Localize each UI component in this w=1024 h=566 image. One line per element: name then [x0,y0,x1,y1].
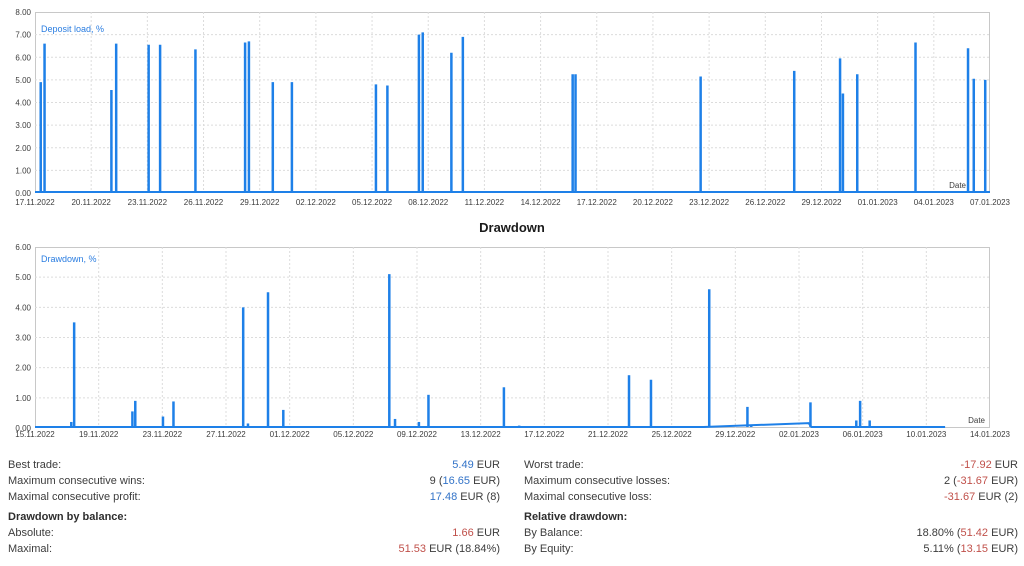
y-axis-tick-label: 7.00 [15,31,31,40]
x-axis-tick-label: 23.11.2022 [143,430,183,439]
stat-label: By Balance: [524,527,583,539]
x-axis-tick-label: 26.11.2022 [184,198,224,207]
stat-row: Maximal consecutive profit: 17.48 EUR (8) [8,491,500,507]
x-axis-tick-label: 17.12.2022 [524,430,565,439]
x-axis-tick-label: 20.11.2022 [71,198,111,207]
drawdown-chart: 15.11.2022 19.11.2022 23.11.2022 27.11.2022… [15,243,1011,439]
y-axis-tick-label: 0.00 [15,424,31,433]
x-axis-tick-label: 02.01.2023 [779,430,820,439]
stat-value: 51.53 EUR (18.84%) [398,543,500,555]
chart-legend-label: Drawdown, % [41,254,97,264]
x-axis-tick-label: 04.01.2023 [914,198,955,207]
y-axis-tick-label: 5.00 [15,273,31,282]
stat-label: By Equity: [524,543,574,555]
stat-row: Maximal consecutive loss: -31.67 EUR (2) [524,491,1018,507]
y-axis-tick-label: 8.00 [15,8,31,17]
x-axis-tick-label: 17.12.2022 [577,198,618,207]
stat-label: Maximal consecutive profit: [8,491,141,503]
stat-row: By Equity: 5.11% (13.15 EUR) [524,543,1018,559]
x-axis-tick-label: 09.12.2022 [397,430,438,439]
date-axis-label: Date [949,181,966,190]
x-axis-tick-label: 14.01.2023 [970,430,1011,439]
x-axis-tick-label: 15.11.2022 [15,430,55,439]
stat-label: Best trade: [8,459,62,471]
stat-section-header-row: Relative drawdown: [524,511,1018,527]
x-axis-tick-label: 23.12.2022 [689,198,730,207]
x-axis-tick-label: 13.12.2022 [461,430,502,439]
x-axis-tick-label: 29.12.2022 [801,198,842,207]
x-axis-tick-label: 21.12.2022 [588,430,629,439]
x-axis-tick-label: 27.11.2022 [206,430,246,439]
y-axis-tick-label: 4.00 [15,99,31,108]
stat-section-header: Relative drawdown: [524,511,628,523]
x-axis-tick-label: 20.12.2022 [633,198,674,207]
y-axis-tick-label: 4.00 [15,303,31,312]
x-axis-tick-label: 05.12.2022 [333,430,374,439]
x-axis-tick-label: 02.12.2022 [296,198,337,207]
x-axis-tick-label: 10.01.2023 [906,430,947,439]
stat-label: Maximum consecutive wins: [8,475,145,487]
stat-label: Absolute: [8,527,54,539]
y-axis-tick-label: 0.00 [15,189,31,198]
x-axis-tick-label: 01.01.2023 [858,198,899,207]
stat-label: Worst trade: [524,459,584,471]
stat-section-header-row: Drawdown by balance: [8,511,500,527]
x-axis-tick-label: 06.01.2023 [843,430,884,439]
stat-row: Maximum consecutive losses: 2 (-31.67 EUR… [524,475,1018,491]
y-axis-tick-label: 6.00 [15,243,31,252]
y-axis-tick-label: 3.00 [15,121,31,130]
stat-value: 17.48 EUR (8) [429,491,500,503]
stat-value: 2 (-31.67 EUR) [944,475,1018,487]
stat-row: Absolute: 1.66 EUR [8,527,500,543]
stat-label: Maximal: [8,543,53,555]
y-axis-tick-label: 2.00 [15,364,31,373]
y-axis-tick-label: 1.00 [15,166,31,175]
y-axis-tick-label: 2.00 [15,144,31,153]
y-axis-tick-label: 6.00 [15,53,31,62]
stat-value: 1.66 EUR [452,527,500,539]
x-axis-tick-label: 26.12.2022 [745,198,786,207]
drawdown-chart-title: Drawdown [479,220,545,235]
date-axis-label: Date [968,416,985,425]
x-axis-tick-label: 23.11.2022 [128,198,168,207]
stat-value: -31.67 EUR (2) [944,491,1018,503]
stats-table: Best trade: 5.49 EUR Maximum consecutive w… [0,455,1024,566]
stats-column-left: Best trade: 5.49 EUR Maximum consecutive w… [8,455,500,566]
y-axis-tick-label: 1.00 [15,394,31,403]
stat-value: 18.80% (51.42 EUR) [916,527,1018,539]
x-axis-tick-label: 08.12.2022 [408,198,449,207]
x-axis-tick-label: 29.12.2022 [715,430,756,439]
stat-row: By Balance: 18.80% (51.42 EUR) [524,527,1018,543]
stat-value: 9 (16.65 EUR) [429,475,500,487]
x-axis-tick-label: 17.11.2022 [15,198,55,207]
x-axis-tick-label: 29.11.2022 [240,198,280,207]
y-axis-tick-label: 3.00 [15,334,31,343]
chart-legend-label: Deposit load, % [41,24,104,34]
x-axis-tick-label: 05.12.2022 [352,198,393,207]
stat-row: Best trade: 5.49 EUR [8,459,500,475]
stat-section-header: Drawdown by balance: [8,511,128,523]
y-axis-tick-label: 5.00 [15,76,31,85]
x-axis-tick-label: 14.12.2022 [521,198,562,207]
stat-label: Maximal consecutive loss: [524,491,652,503]
stat-row: Maximal: 51.53 EUR (18.84%) [8,543,500,559]
stat-value: -17.92 EUR [960,459,1018,471]
x-axis-tick-label: 07.01.2023 [970,198,1011,207]
x-axis-tick-label: 19.11.2022 [79,430,119,439]
stat-value: 5.49 EUR [452,459,500,471]
stat-label: Maximum consecutive losses: [524,475,671,487]
stats-column-right: Worst trade: -17.92 EUR Maximum consecutiv… [524,455,1018,566]
stat-row: Worst trade: -17.92 EUR [524,459,1018,475]
deposit-load-chart: 17.11.2022 20.11.2022 23.11.2022 26.11.2022… [15,8,1011,207]
x-axis-tick-label: 01.12.2022 [270,430,311,439]
x-axis-tick-label: 25.12.2022 [652,430,693,439]
stat-value: 5.11% (13.15 EUR) [923,543,1018,555]
stat-row: Maximum consecutive wins: 9 (16.65 EUR) [8,475,500,491]
x-axis-tick-label: 11.12.2022 [465,198,505,207]
